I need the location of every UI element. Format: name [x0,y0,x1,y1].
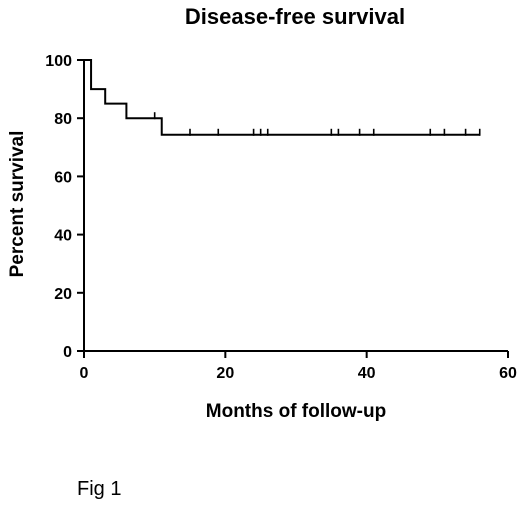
x-tick-label: 40 [358,365,376,382]
plot-area [84,59,481,136]
chart-title: Disease-free survival [185,4,405,29]
y-tick-label: 0 [63,344,72,361]
y-tick-label: 100 [45,53,72,70]
y-tick-label: 40 [54,228,72,245]
y-tick-label: 20 [54,286,72,303]
x-tick-label: 60 [499,365,517,382]
y-axis-label: Percent survival [7,131,28,278]
x-tick-label: 0 [80,365,89,382]
x-axis-label: Months of follow-up [206,401,386,422]
y-tick-label: 60 [54,169,72,186]
survival-curve [84,59,480,136]
figure-caption: Fig 1 [77,478,121,500]
y-tick-label: 80 [54,111,72,128]
axes: 0 20 40 60 80 100 0 20 40 60 [45,53,517,382]
x-tick-label: 20 [216,365,234,382]
